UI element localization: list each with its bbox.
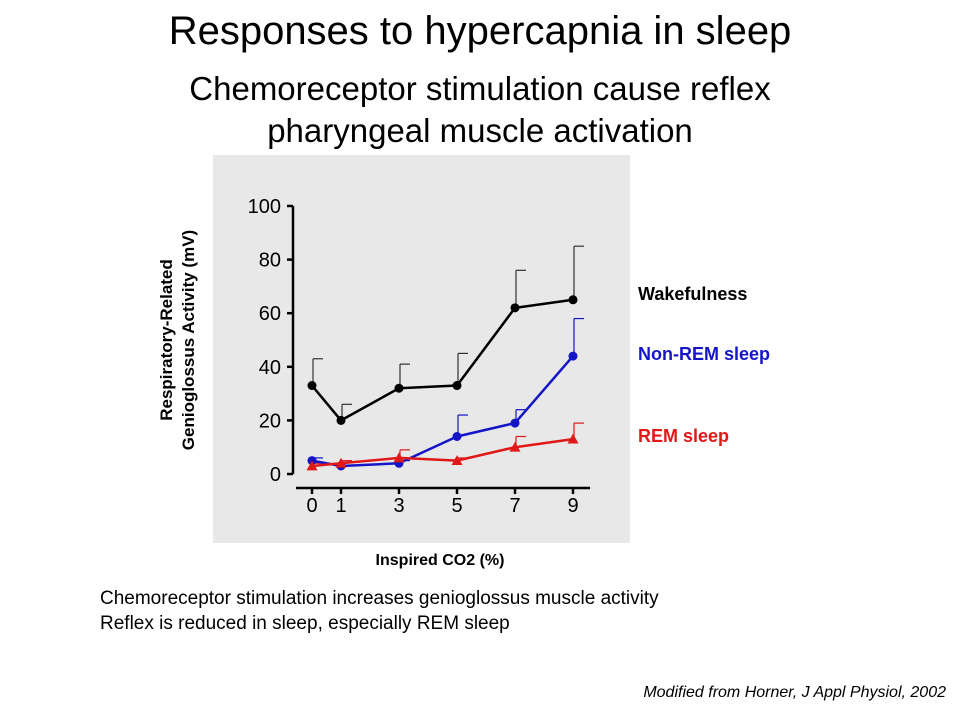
y-tick-label: 80 [259,250,281,272]
x-tick-label: 0 [306,495,317,517]
data-point [306,460,318,471]
note-line-2: Reflex is reduced in sleep, especially R… [100,613,510,634]
y-tick-label: 40 [259,357,281,379]
note-line-1: Chemoreceptor stimulation increases geni… [100,588,659,609]
series-line [311,298,574,422]
slide-notes: Chemoreceptor stimulation increases geni… [100,586,659,636]
y-tick-label: 100 [248,196,281,218]
data-point [394,383,404,393]
series-line [311,437,574,468]
data-point [335,457,347,468]
data-point [452,431,462,441]
data-point [568,351,578,361]
x-tick-label: 1 [335,495,346,517]
data-point [568,295,578,305]
x-tick-label: 7 [509,495,520,517]
subtitle-line-1: Chemoreceptor stimulation cause reflex [189,70,771,107]
data-point [307,381,317,391]
series-line [311,355,574,468]
data-point [510,418,520,428]
x-tick-label: 9 [567,495,578,517]
y-axis-label-line-1: Respiratory-Related [157,259,176,421]
slide-title: Responses to hypercapnia in sleep [168,9,792,53]
chart-panel: 0 20 40 60 80 100 0 1 3 5 7 9 [213,155,630,543]
data-point [393,452,405,463]
legend-rem-sleep: REM sleep [638,426,730,446]
legend-wakefulness: Wakefulness [638,284,748,304]
data-point [451,455,463,465]
y-axis-label-line-2: Genioglossus Activity (mV) [179,229,198,451]
data-point [510,303,520,313]
x-tick-label: 5 [451,495,462,517]
data-point [509,441,521,452]
citation: Modified from Horner, J Appl Physiol, 20… [643,684,946,701]
legend-non-rem-sleep: Non-REM sleep [638,344,771,364]
x-axis-label: Inspired CO2 (%) [375,552,505,569]
x-tick-label: 3 [393,495,404,517]
data-point [336,415,346,425]
subtitle-line-2: pharyngeal muscle activation [267,112,693,149]
data-point [452,381,462,391]
slide-subtitle: Chemoreceptor stimulation cause reflex p… [0,68,960,152]
data-point [567,433,579,444]
y-tick-label: 0 [270,464,281,486]
y-tick-label: 20 [259,410,281,432]
y-tick-label: 60 [259,303,281,325]
